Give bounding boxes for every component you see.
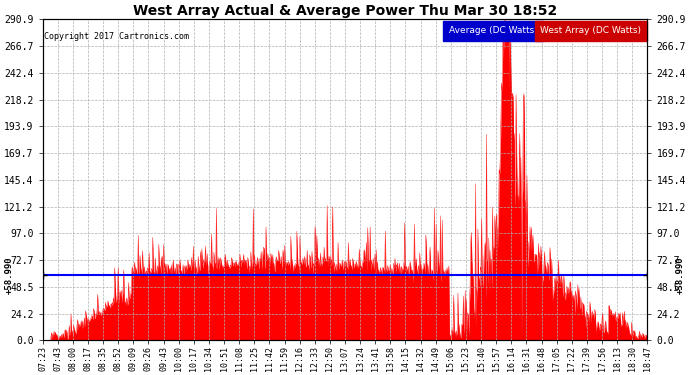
Title: West Array Actual & Average Power Thu Mar 30 18:52: West Array Actual & Average Power Thu Ma…	[133, 4, 557, 18]
Text: Copyright 2017 Cartronics.com: Copyright 2017 Cartronics.com	[43, 32, 189, 41]
Text: +58.990: +58.990	[676, 256, 685, 294]
Text: +58.990: +58.990	[5, 256, 14, 294]
Legend: Average (DC Watts), West Array (DC Watts): Average (DC Watts), West Array (DC Watts…	[444, 24, 643, 37]
